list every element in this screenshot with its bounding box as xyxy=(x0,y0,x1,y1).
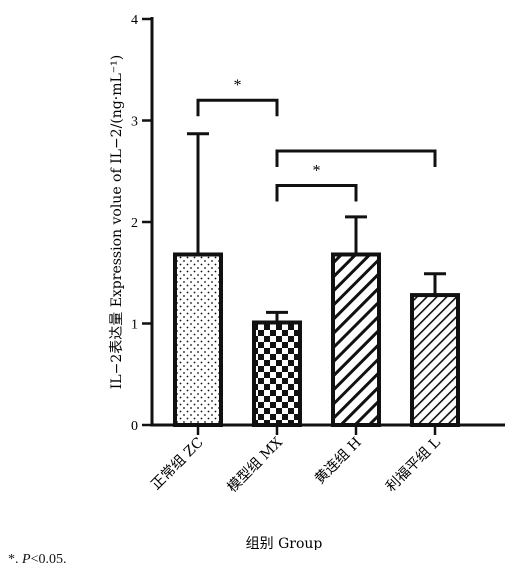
significance-label: * xyxy=(234,77,242,94)
x-axis-title: 组别 Group xyxy=(246,536,323,550)
y-axis-title: IL−2表达量 Expression volue of IL−2/(ng·mL⁻… xyxy=(109,55,125,389)
footnote-sep: . xyxy=(15,552,22,567)
bar xyxy=(331,252,381,427)
significance-bracket xyxy=(196,98,279,117)
y-tick-label: 1 xyxy=(131,318,138,333)
footnote-star: * xyxy=(8,552,15,567)
significance-label: * xyxy=(313,162,321,179)
footnote-p: P xyxy=(22,552,31,567)
significance-bracket xyxy=(275,149,437,167)
y-tick-label: 4 xyxy=(131,13,138,28)
bar xyxy=(173,252,223,427)
bar xyxy=(410,293,460,427)
y-tick-label: 0 xyxy=(131,419,138,434)
x-tick-label: 黄连组 H xyxy=(311,434,365,488)
footnote: *. P<0.05. xyxy=(8,552,66,568)
bar xyxy=(252,320,302,427)
x-tick-label: 模型组 MX xyxy=(224,435,285,496)
x-tick-label: 利福平组 L xyxy=(383,435,444,496)
significance-bracket xyxy=(275,183,358,202)
y-tick-label: 2 xyxy=(131,216,138,231)
y-tick-label: 3 xyxy=(131,115,138,130)
footnote-rest: <0.05. xyxy=(30,552,67,567)
x-tick-label: 正常组 ZC xyxy=(148,435,207,494)
